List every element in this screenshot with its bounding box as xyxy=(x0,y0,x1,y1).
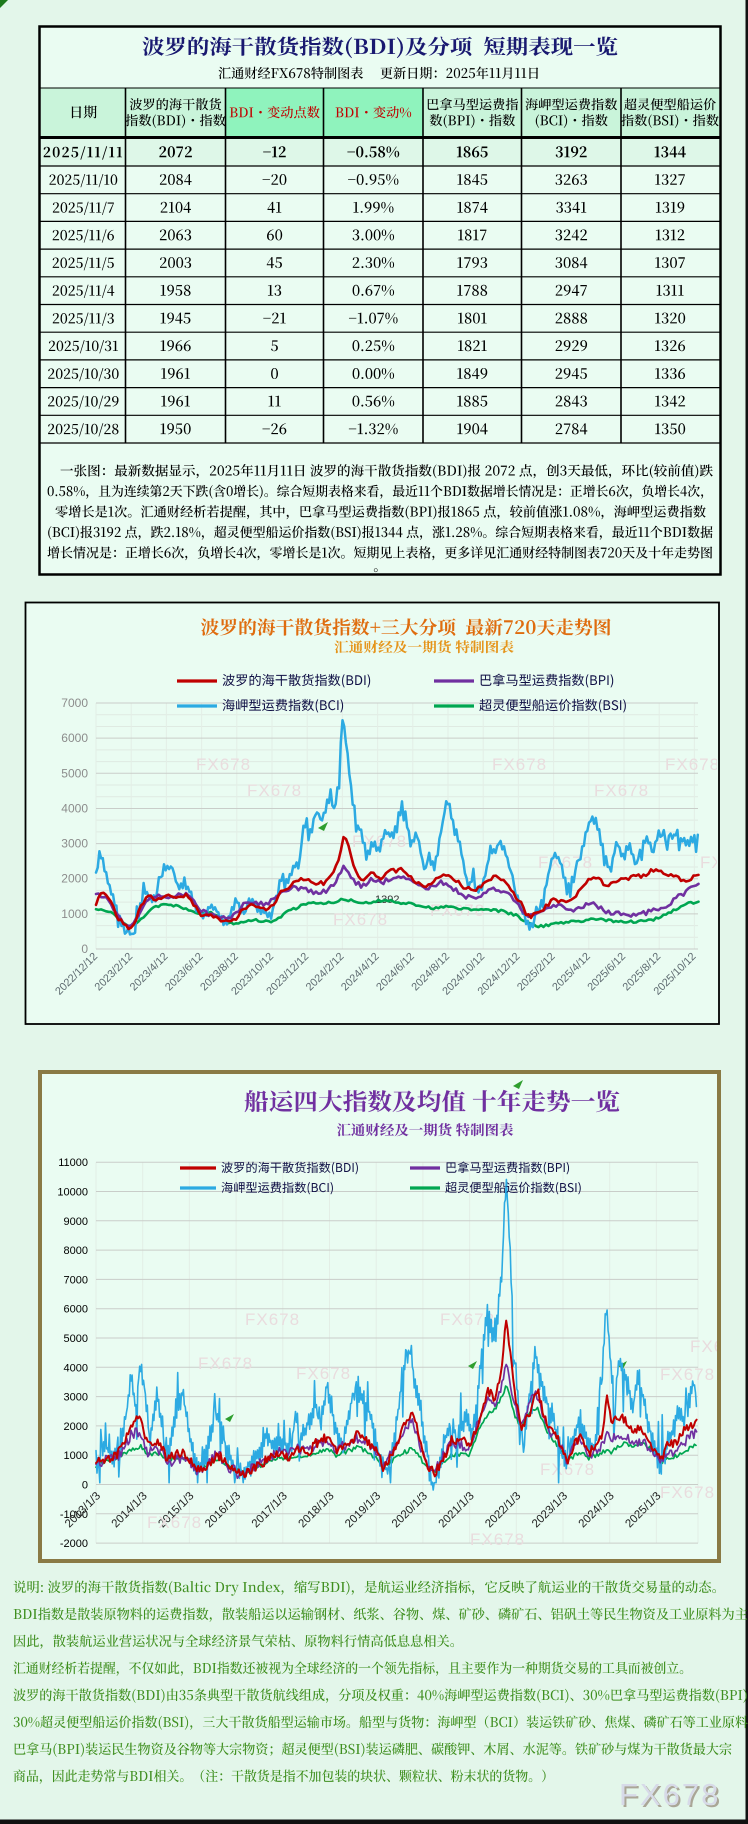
svg-text:2000: 2000 xyxy=(61,872,88,886)
svg-text:FX678: FX678 xyxy=(247,781,302,800)
svg-text:FX678: FX678 xyxy=(700,853,748,872)
svg-text:FX678: FX678 xyxy=(245,1310,300,1329)
svg-text:FX678: FX678 xyxy=(296,1364,351,1383)
svg-text:FX678: FX678 xyxy=(660,1483,715,1502)
svg-text:7000: 7000 xyxy=(61,696,88,710)
svg-text:FX678: FX678 xyxy=(621,1779,722,1814)
svg-text:FX678: FX678 xyxy=(665,755,720,774)
svg-text:6000: 6000 xyxy=(61,731,88,745)
svg-text:FX678: FX678 xyxy=(198,1354,253,1373)
svg-text:FX678: FX678 xyxy=(660,1365,715,1384)
svg-text:10000: 10000 xyxy=(57,1187,88,1199)
svg-text:FX678: FX678 xyxy=(196,755,251,774)
svg-text:2000: 2000 xyxy=(64,1421,88,1433)
svg-text:FX678: FX678 xyxy=(440,1310,495,1329)
svg-text:7000: 7000 xyxy=(64,1274,88,1286)
svg-text:5000: 5000 xyxy=(61,766,88,780)
svg-text:4000: 4000 xyxy=(64,1362,88,1374)
svg-text:1000: 1000 xyxy=(64,1450,88,1462)
svg-text:FX678: FX678 xyxy=(492,755,547,774)
svg-text:-2000: -2000 xyxy=(60,1538,88,1550)
svg-text:-1000: -1000 xyxy=(60,1509,88,1521)
svg-text:8000: 8000 xyxy=(64,1245,88,1257)
svg-text:0: 0 xyxy=(81,942,88,956)
svg-text:6000: 6000 xyxy=(64,1304,88,1316)
svg-text:4000: 4000 xyxy=(61,801,88,815)
svg-text:FX678: FX678 xyxy=(147,1513,202,1532)
svg-text:FX678: FX678 xyxy=(619,1777,720,1812)
svg-text:FX678: FX678 xyxy=(430,901,485,920)
svg-text:FX678: FX678 xyxy=(540,1460,595,1479)
svg-text:FX678: FX678 xyxy=(470,1530,525,1549)
svg-text:3000: 3000 xyxy=(64,1392,88,1404)
svg-text:FX678: FX678 xyxy=(333,910,388,929)
svg-text:3000: 3000 xyxy=(61,837,88,851)
svg-text:FX678: FX678 xyxy=(538,853,593,872)
svg-text:FX678: FX678 xyxy=(594,781,649,800)
svg-text:FX678: FX678 xyxy=(690,1337,745,1356)
svg-text:9000: 9000 xyxy=(64,1216,88,1228)
svg-text:11000: 11000 xyxy=(58,1157,88,1169)
svg-text:1000: 1000 xyxy=(61,907,88,921)
svg-text:0: 0 xyxy=(82,1480,88,1492)
svg-text:5000: 5000 xyxy=(64,1333,88,1345)
